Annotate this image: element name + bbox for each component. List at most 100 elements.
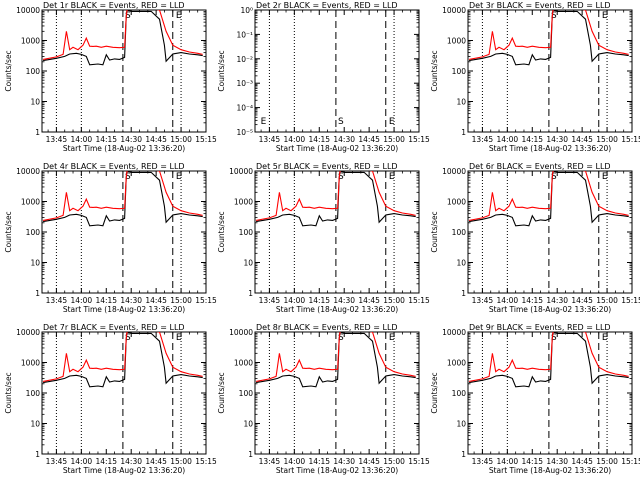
- panel-det-4r: Det 4r BLACK = Events, RED = LLD 1 10 100 10…: [4, 162, 217, 314]
- x-tick-label: 14:00: [284, 457, 306, 466]
- y-tick-label: 1000: [447, 359, 466, 368]
- x-tick-label: 13:45: [259, 296, 281, 305]
- event-marker-s: S: [125, 172, 131, 182]
- y-tick-label: 1: [35, 450, 40, 459]
- x-tick-label: 14:15: [308, 135, 330, 144]
- x-tick-label: 14:45: [358, 457, 380, 466]
- series-line-events: [469, 10, 629, 66]
- series-line-lld: [42, 10, 203, 60]
- y-tick-label: 10000: [442, 6, 466, 15]
- y-axis-label: Counts/sec: [4, 372, 13, 413]
- y-tick-label: 1: [35, 128, 40, 137]
- y-tick-label: 10000: [442, 167, 466, 176]
- y-tick-label: 1: [248, 289, 253, 298]
- panel-det-9r: Det 9r BLACK = Events, RED = LLD 1 10 100 10…: [430, 323, 640, 475]
- y-axis-label: Counts/sec: [430, 211, 439, 252]
- x-axis-label: Start Time (18-Aug-02 13:36:20): [276, 466, 398, 475]
- x-tick-label: 14:00: [497, 457, 519, 466]
- y-tick-label: 10: [30, 259, 40, 268]
- series-line-events: [43, 10, 203, 66]
- y-axis-label: Counts/sec: [4, 50, 13, 91]
- event-marker-s: S: [551, 11, 557, 21]
- x-tick-label: 14:15: [95, 296, 117, 305]
- x-axis-label: Start Time (18-Aug-02 13:36:20): [276, 305, 398, 314]
- x-tick-label: 15:00: [170, 457, 192, 466]
- y-axis-label: Counts/sec: [217, 211, 226, 252]
- series-line-lld: [42, 332, 203, 382]
- x-tick-label: 14:30: [546, 296, 568, 305]
- x-tick-label: 14:30: [333, 296, 355, 305]
- x-tick-label: 14:45: [145, 296, 167, 305]
- x-axis-label: Start Time (18-Aug-02 13:36:20): [489, 144, 611, 153]
- x-tick-label: 14:30: [120, 296, 142, 305]
- x-tick-label: 14:30: [120, 135, 142, 144]
- series-line-events: [43, 332, 203, 388]
- panel-title: Det 6r BLACK = Events, RED = LLD: [469, 162, 611, 171]
- y-axis-label: Counts/sec: [217, 50, 226, 91]
- x-tick-label: 14:00: [497, 135, 519, 144]
- x-tick-label: 13:45: [46, 296, 68, 305]
- y-tick-label: 10000: [229, 167, 253, 176]
- x-tick-label: 13:45: [259, 135, 281, 144]
- y-axis-label: Counts/sec: [430, 50, 439, 91]
- x-tick-label: 13:45: [472, 135, 494, 144]
- y-tick-label: 1000: [447, 198, 466, 207]
- x-tick-label: 13:45: [472, 457, 494, 466]
- series-line-events: [256, 332, 416, 388]
- x-tick-label: 13:45: [46, 135, 68, 144]
- y-tick-label: 10⁻⁵: [236, 128, 253, 137]
- y-tick-label: 100: [452, 389, 467, 398]
- x-axis-label: Start Time (18-Aug-02 13:36:20): [63, 144, 185, 153]
- plot-frame: [254, 9, 420, 133]
- event-marker-s: S: [551, 172, 557, 182]
- event-marker-e: E: [389, 172, 395, 182]
- x-tick-label: 15:00: [596, 296, 618, 305]
- x-tick-label: 14:45: [145, 135, 167, 144]
- y-tick-label: 100: [452, 228, 467, 237]
- x-tick-label: 14:15: [95, 457, 117, 466]
- x-tick-label: 14:45: [358, 296, 380, 305]
- y-tick-label: 1: [248, 450, 253, 459]
- panel-title: Det 3r BLACK = Events, RED = LLD: [469, 1, 611, 10]
- y-tick-label: 1000: [21, 359, 40, 368]
- series-line-events: [43, 171, 203, 227]
- y-tick-label: 100: [239, 228, 254, 237]
- panel-title: Det 9r BLACK = Events, RED = LLD: [469, 323, 611, 332]
- series-line-lld: [468, 10, 629, 60]
- x-tick-label: 14:15: [521, 296, 543, 305]
- event-marker-e: E: [389, 117, 395, 127]
- event-marker-e: E: [602, 333, 608, 343]
- x-axis-label: Start Time (18-Aug-02 13:36:20): [489, 305, 611, 314]
- event-marker-s: S: [125, 11, 131, 21]
- panel-det-7r: Det 7r BLACK = Events, RED = LLD 1 10 100 10…: [4, 323, 217, 475]
- x-tick-label: 14:15: [308, 457, 330, 466]
- series-line-lld: [468, 171, 629, 221]
- x-tick-label: 15:00: [170, 135, 192, 144]
- x-tick-label: 14:45: [571, 135, 593, 144]
- y-tick-label: 1000: [234, 198, 253, 207]
- series-line-events: [256, 171, 416, 227]
- series-line-lld: [255, 332, 416, 382]
- event-marker-s: S: [551, 333, 557, 343]
- x-axis-label: Start Time (18-Aug-02 13:36:20): [63, 466, 185, 475]
- y-axis-label: Counts/sec: [4, 211, 13, 252]
- y-tick-label: 10000: [229, 328, 253, 337]
- y-tick-label: 10: [456, 420, 466, 429]
- y-tick-label: 10000: [16, 328, 40, 337]
- y-tick-label: 100: [26, 67, 41, 76]
- panel-title: Det 1r BLACK = Events, RED = LLD: [43, 1, 185, 10]
- y-tick-label: 1000: [21, 37, 40, 46]
- x-tick-label: 15:15: [408, 296, 430, 305]
- x-axis-label: Start Time (18-Aug-02 13:36:20): [489, 466, 611, 475]
- event-marker-s: S: [338, 172, 344, 182]
- event-marker-e: E: [389, 333, 395, 343]
- y-tick-label: 10: [30, 98, 40, 107]
- event-marker-e: E: [602, 11, 608, 21]
- y-tick-label: 10: [243, 259, 253, 268]
- y-tick-label: 10⁻⁴: [236, 104, 253, 113]
- y-tick-label: 100: [26, 228, 41, 237]
- panel-title: Det 7r BLACK = Events, RED = LLD: [43, 323, 185, 332]
- event-marker-s: S: [125, 333, 131, 343]
- y-tick-label: 10⁻³: [236, 79, 253, 88]
- x-tick-label: 15:00: [596, 135, 618, 144]
